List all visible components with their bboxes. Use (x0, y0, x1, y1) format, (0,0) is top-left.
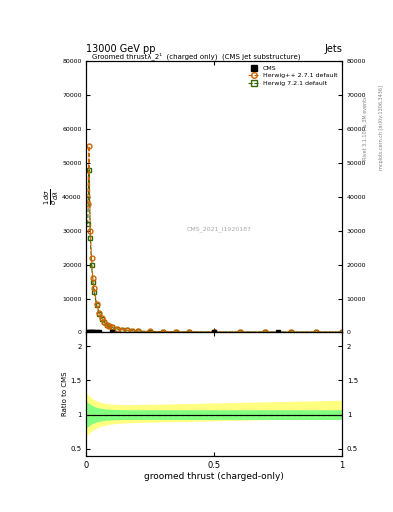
Herwig++ 2.7.1 default (85, 201, 90, 207)
Herwig 7.2.1 default (88, 234, 93, 241)
Herwig 7.2.1 default (115, 326, 119, 332)
Herwig++ 2.7.1 default (120, 327, 125, 333)
CMS (276, 329, 281, 335)
Herwig++ 2.7.1 default (135, 328, 140, 334)
Herwig++ 2.7.1 default (115, 326, 119, 332)
Herwig++ 2.7.1 default (90, 275, 95, 282)
Herwig++ 2.7.1 default (340, 329, 344, 335)
Herwig 7.2.1 default (212, 329, 217, 335)
Text: Rivet 3.1.10, ≥ 3M events: Rivet 3.1.10, ≥ 3M events (363, 96, 368, 160)
Herwig++ 2.7.1 default (102, 319, 107, 325)
Herwig 7.2.1 default (90, 279, 95, 285)
CMS (94, 329, 99, 335)
Herwig 7.2.1 default (174, 329, 178, 335)
Herwig++ 2.7.1 default (88, 228, 93, 234)
Text: CMS_2021_I1920187: CMS_2021_I1920187 (187, 227, 252, 232)
CMS (212, 329, 217, 335)
Herwig++ 2.7.1 default (212, 329, 217, 335)
Text: 13000 GeV pp: 13000 GeV pp (86, 44, 156, 54)
Herwig 7.2.1 default (102, 319, 107, 326)
Herwig 7.2.1 default (263, 329, 268, 335)
Herwig 7.2.1 default (89, 262, 94, 268)
Herwig++ 2.7.1 default (263, 329, 268, 335)
Herwig 7.2.1 default (92, 289, 97, 295)
Herwig++ 2.7.1 default (86, 143, 91, 149)
Herwig 7.2.1 default (97, 311, 101, 317)
Herwig++ 2.7.1 default (161, 329, 165, 335)
CMS (97, 329, 101, 335)
Herwig 7.2.1 default (86, 167, 91, 173)
Herwig 7.2.1 default (186, 329, 191, 335)
Herwig++ 2.7.1 default (107, 323, 112, 329)
Herwig 7.2.1 default (148, 329, 152, 335)
Line: CMS: CMS (86, 330, 280, 334)
Text: Jets: Jets (324, 44, 342, 54)
CMS (85, 329, 90, 335)
Herwig 7.2.1 default (314, 329, 319, 335)
Herwig 7.2.1 default (120, 327, 125, 333)
Herwig 7.2.1 default (94, 302, 99, 308)
Y-axis label: Ratio to CMS: Ratio to CMS (62, 372, 68, 416)
Herwig++ 2.7.1 default (105, 322, 109, 328)
Herwig++ 2.7.1 default (110, 324, 114, 330)
Herwig 7.2.1 default (130, 328, 135, 334)
Herwig++ 2.7.1 default (125, 327, 130, 333)
Herwig++ 2.7.1 default (130, 328, 135, 334)
Herwig 7.2.1 default (125, 327, 130, 333)
CMS (88, 329, 93, 335)
Herwig++ 2.7.1 default (186, 329, 191, 335)
Line: Herwig++ 2.7.1 default: Herwig++ 2.7.1 default (85, 144, 344, 334)
Herwig++ 2.7.1 default (92, 285, 97, 291)
Herwig 7.2.1 default (161, 329, 165, 335)
Herwig++ 2.7.1 default (94, 301, 99, 307)
CMS (89, 329, 94, 335)
Herwig++ 2.7.1 default (99, 315, 104, 322)
Herwig 7.2.1 default (110, 324, 114, 330)
Herwig 7.2.1 default (237, 329, 242, 335)
CMS (92, 329, 97, 335)
Herwig 7.2.1 default (135, 328, 140, 334)
Herwig 7.2.1 default (340, 329, 344, 335)
CMS (90, 329, 95, 335)
Herwig++ 2.7.1 default (237, 329, 242, 335)
Herwig 7.2.1 default (99, 316, 104, 322)
Herwig++ 2.7.1 default (314, 329, 319, 335)
Herwig++ 2.7.1 default (148, 328, 152, 334)
Text: mcplots.cern.ch [arXiv:1306.3436]: mcplots.cern.ch [arXiv:1306.3436] (379, 86, 384, 170)
Herwig++ 2.7.1 default (97, 310, 101, 316)
Herwig 7.2.1 default (85, 221, 90, 227)
Y-axis label: $\frac{1}{\sigma}\frac{d\sigma}{d\lambda}$: $\frac{1}{\sigma}\frac{d\sigma}{d\lambda… (42, 189, 61, 205)
CMS (110, 329, 114, 335)
Herwig++ 2.7.1 default (89, 255, 94, 261)
Legend: CMS, Herwig++ 2.7.1 default, Herwig 7.2.1 default: CMS, Herwig++ 2.7.1 default, Herwig 7.2.… (247, 65, 339, 87)
Herwig 7.2.1 default (288, 329, 293, 335)
Herwig 7.2.1 default (105, 322, 109, 328)
CMS (86, 329, 91, 335)
Text: Groomed thrustλ_2¹  (charged only)  (CMS jet substructure): Groomed thrustλ_2¹ (charged only) (CMS j… (92, 53, 300, 60)
Herwig++ 2.7.1 default (174, 329, 178, 335)
X-axis label: groomed thrust (charged-only): groomed thrust (charged-only) (144, 472, 284, 481)
Herwig++ 2.7.1 default (288, 329, 293, 335)
Herwig 7.2.1 default (107, 323, 112, 329)
Line: Herwig 7.2.1 default: Herwig 7.2.1 default (85, 167, 344, 334)
